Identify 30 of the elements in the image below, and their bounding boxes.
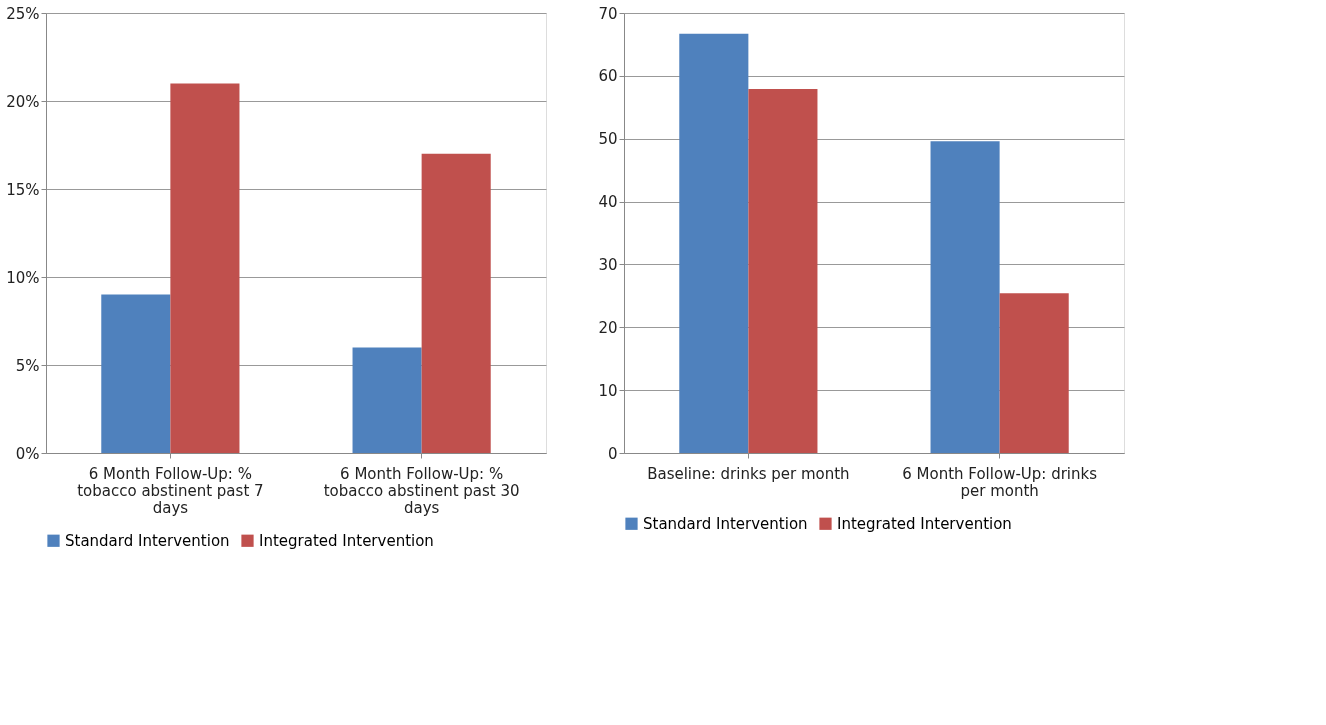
x-tick-label: 6 Month Follow-Up: % tobacco abstinent past 7 days [77,464,264,517]
y-tick-label: 70 [598,4,618,23]
x-tick-label: 6 Month Follow-Up: drinks per month [902,464,1098,500]
legend-label: Integrated Intervention [259,531,434,550]
bar [748,89,818,453]
bar [930,141,1000,453]
y-tick-label: 15% [6,180,40,199]
bar [101,294,171,453]
y-tick-label: 0% [15,444,40,463]
y-tick-label: 40 [598,193,618,212]
y-tick-label: 10 [598,381,618,400]
y-tick-label: 25% [6,4,40,23]
bar [170,83,240,453]
legend-label: Standard Intervention [65,531,230,550]
y-tick-label: 60 [598,67,618,86]
y-tick-label: 20% [6,92,40,111]
bar [679,33,749,453]
y-tick-label: 5% [15,356,40,375]
legend-label: Standard Intervention [643,514,808,533]
y-tick-label: 20 [598,318,618,337]
bar [999,293,1069,453]
y-tick-label: 30 [598,255,618,274]
legend-label: Integrated Intervention [837,514,1012,533]
x-tick-label: Baseline: drinks per month [647,464,850,483]
x-tick-label: 6 Month Follow-Up: % tobacco abstinent past 30 days [323,464,520,517]
bar [352,347,422,453]
y-tick-label: 50 [598,130,618,149]
bar [421,153,491,453]
y-tick-label: 10% [6,268,40,287]
y-tick-label: 0 [607,444,618,463]
